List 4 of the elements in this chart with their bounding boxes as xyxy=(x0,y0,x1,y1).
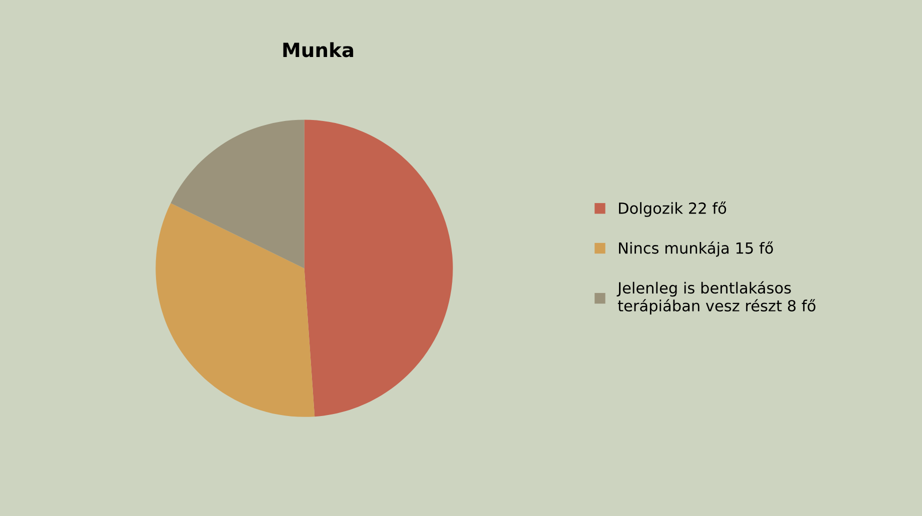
legend-label: Nincs munkája 15 fő xyxy=(619,241,773,257)
chart-title: Munka xyxy=(283,42,354,58)
legend-label: Dolgozik 22 fő xyxy=(619,202,726,217)
legend-label: Jelenleg is bentlakásos terápiában vesz részt 8 fő xyxy=(616,281,816,314)
